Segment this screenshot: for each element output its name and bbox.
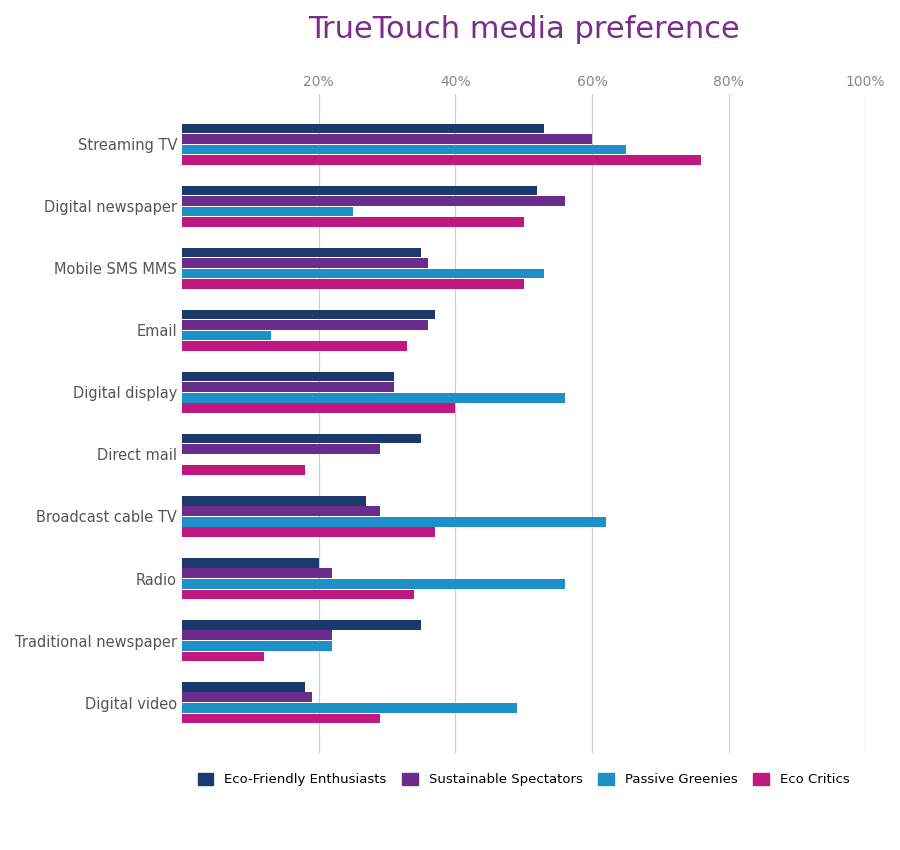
Bar [182, 445, 380, 454]
Bar [182, 404, 455, 413]
Bar [182, 134, 592, 144]
Bar [182, 144, 626, 155]
Bar [182, 703, 517, 713]
Bar [182, 434, 421, 444]
Bar [182, 528, 435, 537]
Bar [182, 196, 564, 206]
Bar [182, 218, 524, 227]
Title: TrueTouch media preference: TrueTouch media preference [308, 15, 740, 44]
Bar [182, 579, 564, 589]
Bar [182, 331, 271, 341]
Bar [182, 123, 544, 133]
Bar [182, 371, 393, 382]
Bar [182, 466, 305, 475]
Bar [182, 631, 332, 640]
Bar [182, 207, 353, 217]
Bar [182, 590, 414, 599]
Bar [182, 247, 421, 258]
Legend: Eco-Friendly Enthusiasts, Sustainable Spectators, Passive Greenies, Eco Critics: Eco-Friendly Enthusiasts, Sustainable Sp… [191, 766, 856, 793]
Bar [182, 569, 332, 578]
Bar [182, 496, 366, 506]
Bar [182, 393, 564, 403]
Bar [182, 641, 332, 651]
Bar [182, 280, 524, 289]
Bar [182, 320, 428, 330]
Bar [182, 342, 408, 351]
Bar [182, 693, 311, 702]
Bar [182, 620, 421, 630]
Bar [182, 682, 305, 692]
Bar [182, 156, 701, 165]
Bar [182, 558, 319, 568]
Bar [182, 185, 537, 196]
Bar [182, 258, 428, 268]
Bar [182, 507, 380, 516]
Bar [182, 652, 264, 661]
Bar [182, 269, 544, 279]
Bar [182, 382, 393, 392]
Bar [182, 714, 380, 723]
Bar [182, 517, 606, 527]
Bar [182, 309, 435, 320]
